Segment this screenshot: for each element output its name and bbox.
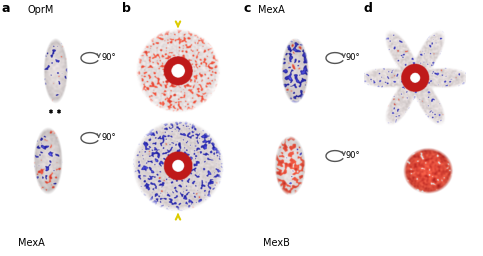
Text: 90°: 90° xyxy=(346,152,361,161)
Text: 90°: 90° xyxy=(346,54,361,62)
Text: OprM: OprM xyxy=(28,5,55,15)
Text: d: d xyxy=(363,2,372,15)
Text: MexB: MexB xyxy=(263,238,290,248)
Text: a: a xyxy=(2,2,11,15)
Text: 90°: 90° xyxy=(101,54,115,62)
Text: MexA: MexA xyxy=(18,238,45,248)
Text: b: b xyxy=(122,2,131,15)
Text: c: c xyxy=(244,2,251,15)
Text: 90°: 90° xyxy=(101,133,115,143)
Text: MexA: MexA xyxy=(258,5,285,15)
